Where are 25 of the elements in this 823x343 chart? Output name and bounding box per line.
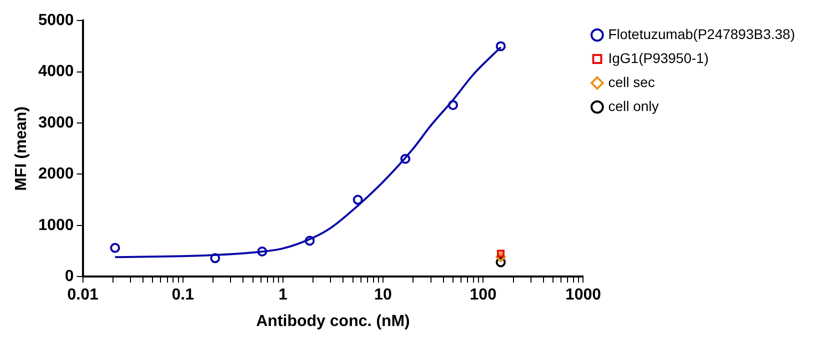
y-tick-label: 5000 — [38, 12, 74, 30]
point — [352, 194, 363, 205]
y-tick-label: 3000 — [38, 114, 74, 132]
legend-label: cell only — [608, 98, 659, 114]
legend-label: cell sec — [608, 74, 655, 90]
point — [400, 154, 410, 164]
legend-label: IgG1(P93950-1) — [608, 50, 709, 66]
y-tick-label: 1000 — [38, 216, 74, 234]
point — [304, 236, 315, 246]
point — [210, 253, 220, 264]
x-tick-label: 100 — [470, 286, 497, 304]
y-axis-title: MFI (mean) — [13, 106, 30, 191]
point — [496, 41, 506, 52]
legend-label: Flotetuzumab(P247893B3.38) — [608, 26, 796, 42]
x-tick-label: 0.01 — [67, 286, 98, 304]
x-axis-title: Antibody conc. (nM) — [256, 312, 410, 330]
x-tick-label: 1 — [278, 286, 288, 304]
point — [448, 100, 458, 110]
x-tick-label: 1000 — [565, 286, 602, 304]
x-tick-label: 0.1 — [172, 286, 194, 304]
y-tick-label: 2000 — [38, 166, 74, 183]
y-tick-label: 4000 — [38, 63, 74, 80]
y-tick-label: 0 — [64, 268, 74, 286]
point — [257, 246, 268, 257]
x-tick-label: 10 — [374, 286, 392, 304]
